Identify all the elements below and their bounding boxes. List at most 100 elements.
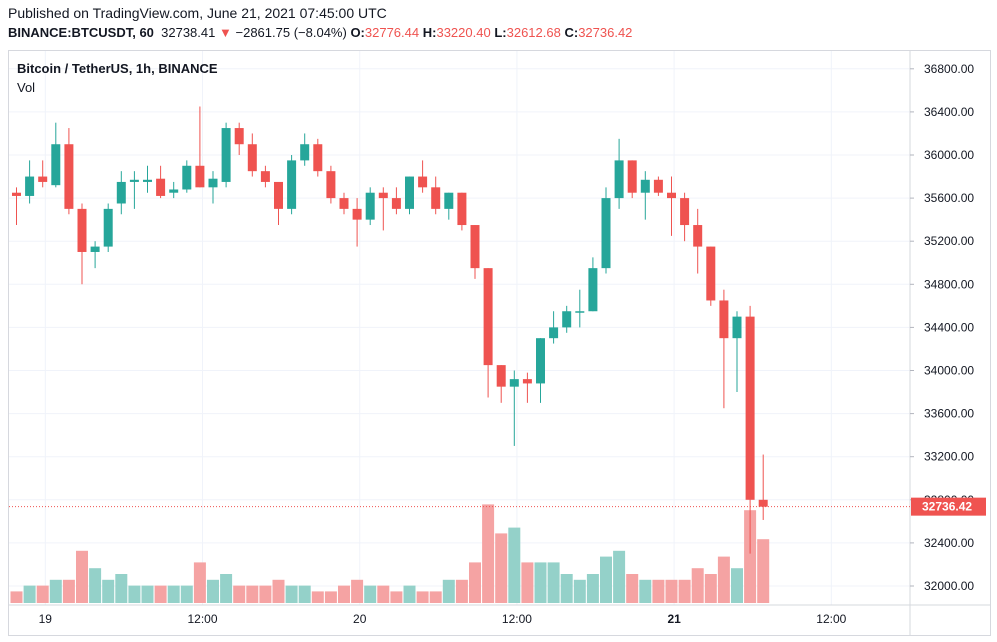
candle-body xyxy=(129,179,139,182)
volume-bar xyxy=(49,579,62,603)
symbol-name: BINANCE:BTCUSDT, 60 xyxy=(8,25,154,40)
x-tick-label: 12:00 xyxy=(502,612,532,626)
candle-body xyxy=(12,192,21,196)
candle-body xyxy=(25,176,35,196)
volume-bar xyxy=(76,550,88,603)
candle-body xyxy=(418,176,428,188)
volume-bar xyxy=(272,579,285,603)
candle-body xyxy=(614,160,624,199)
last-price-tag-label: 32736.42 xyxy=(922,500,972,514)
volume-bar xyxy=(115,574,128,603)
candle-body xyxy=(431,187,441,209)
y-tick-label: 35200.00 xyxy=(924,234,974,248)
candle-body xyxy=(444,192,454,209)
y-tick-label: 35600.00 xyxy=(924,191,974,205)
volume-bar xyxy=(311,591,324,603)
candle-body xyxy=(640,179,650,193)
high-label: H: xyxy=(422,25,437,40)
x-tick-label: 19 xyxy=(39,612,53,626)
volume-bar xyxy=(469,562,481,603)
y-tick-label: 33200.00 xyxy=(924,450,974,464)
candle-body xyxy=(64,144,74,209)
volume-bar xyxy=(246,585,259,603)
candle-body xyxy=(680,198,690,226)
volume-bar xyxy=(600,556,612,603)
volume-bar xyxy=(167,585,180,603)
volume-bar xyxy=(455,579,468,603)
y-tick-label: 36400.00 xyxy=(924,105,974,119)
candle-body xyxy=(38,176,48,182)
volume-bar xyxy=(338,585,350,603)
candle-body xyxy=(234,128,244,145)
candle-body xyxy=(588,268,598,312)
candle-body xyxy=(483,268,493,366)
candle-body xyxy=(405,176,414,209)
y-tick-label: 32000.00 xyxy=(924,579,974,593)
volume-bar xyxy=(547,562,560,603)
volume-bar xyxy=(324,591,337,603)
close-value: 32736.42 xyxy=(578,25,633,40)
volume-label: Vol xyxy=(17,80,36,95)
x-tick-label: 21 xyxy=(667,612,681,626)
volume-bar xyxy=(442,579,455,603)
close-label: C: xyxy=(564,25,579,40)
y-tick-label: 34000.00 xyxy=(924,364,974,378)
candle-body xyxy=(208,178,218,188)
volume-bar xyxy=(128,585,141,603)
y-tick-label: 36800.00 xyxy=(924,62,974,76)
candle-body xyxy=(667,192,676,199)
volume-bar xyxy=(10,591,23,603)
volume-bar xyxy=(613,550,626,603)
volume-bar xyxy=(23,585,36,603)
candle-body xyxy=(352,208,362,220)
last-price: 32738.41 xyxy=(161,25,216,40)
candle-body xyxy=(143,179,152,182)
candle-body xyxy=(365,192,375,220)
volume-bar xyxy=(89,568,102,603)
last-price-tag xyxy=(911,497,986,516)
candle-body xyxy=(221,128,231,182)
volume-bar xyxy=(639,579,652,603)
volume-bar xyxy=(62,579,75,603)
volume-bar xyxy=(586,574,599,603)
y-tick-label: 33600.00 xyxy=(924,407,974,421)
y-tick-label: 34800.00 xyxy=(924,277,974,291)
candle-body xyxy=(601,198,611,269)
volume-bar xyxy=(665,579,678,603)
volume-bar xyxy=(154,585,167,603)
candle-body xyxy=(575,311,585,313)
y-tick-label: 34400.00 xyxy=(924,320,974,334)
volume-bar xyxy=(193,562,206,603)
volume-bar xyxy=(744,510,757,603)
candle-body xyxy=(326,171,336,199)
volume-bar xyxy=(757,539,770,603)
x-tick-label: 12:00 xyxy=(188,612,218,626)
volume-bar xyxy=(731,568,743,603)
volume-bar xyxy=(495,533,508,603)
volume-bar xyxy=(717,556,730,603)
volume-bar xyxy=(298,585,311,603)
volume-bar xyxy=(508,527,521,603)
volume-bar xyxy=(482,504,495,603)
candle-body xyxy=(103,208,113,247)
candle-body xyxy=(51,144,61,186)
candle-body xyxy=(732,316,742,339)
volume-bar xyxy=(626,574,639,603)
candle-body xyxy=(627,160,637,193)
candle-body xyxy=(693,225,703,247)
candle-body xyxy=(653,179,663,193)
volume-bar xyxy=(521,562,534,603)
candle-body xyxy=(536,338,545,384)
candle-body xyxy=(549,327,559,339)
down-arrow-icon: ▼ xyxy=(219,25,232,40)
volume-bar xyxy=(704,574,717,603)
candle-body xyxy=(378,192,388,199)
chart-panel[interactable] xyxy=(8,50,991,636)
symbol-info-line: BINANCE:BTCUSDT, 60 32738.41 ▼ −2861.75 … xyxy=(8,25,632,40)
candle-body xyxy=(522,379,532,384)
candle-body xyxy=(706,246,716,301)
candle-body xyxy=(260,171,270,182)
candle-body xyxy=(745,316,755,500)
candle-body xyxy=(156,178,166,196)
